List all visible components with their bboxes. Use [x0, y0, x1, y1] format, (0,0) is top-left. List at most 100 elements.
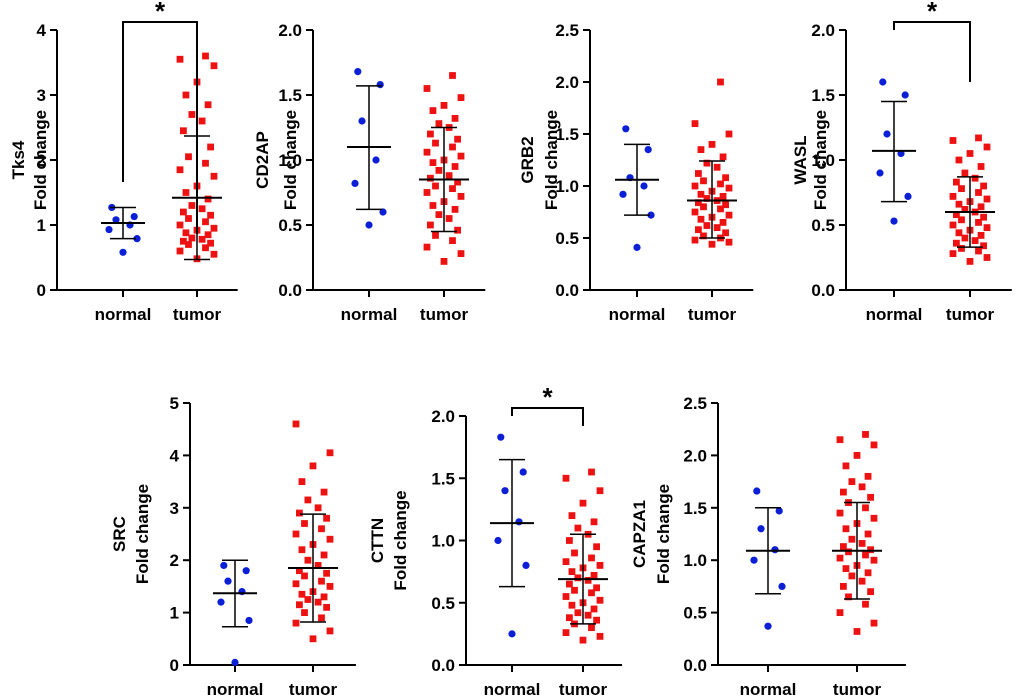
data-point-normal: [242, 567, 250, 575]
data-point-tumor: [566, 537, 573, 544]
y-tick-label: 1.0: [278, 151, 302, 170]
panel-wasl: 0.0 0.5 1.0 1.5 2.0 normal tumor WASL Fold chang…: [791, 0, 1012, 324]
data-point-tumor: [722, 174, 729, 182]
data-point-tumor: [958, 185, 965, 192]
data-point-tumor: [949, 137, 957, 144]
data-point-tumor: [571, 586, 578, 594]
data-point-normal: [522, 561, 530, 570]
data-point-tumor: [318, 614, 325, 622]
data-point-normal: [220, 561, 228, 570]
data-point-tumor: [176, 166, 184, 174]
y-label-gene: Tks4: [9, 140, 28, 179]
data-point-tumor: [451, 163, 459, 170]
data-point-tumor: [977, 203, 985, 211]
data-point-tumor: [983, 143, 991, 151]
data-point-normal: [119, 248, 127, 256]
y-tick-label: 1.0: [555, 177, 579, 196]
data-point-tumor: [983, 254, 991, 261]
data-point-tumor: [697, 146, 705, 153]
data-point-tumor: [298, 590, 306, 598]
y-tick-label: 4: [170, 446, 180, 465]
data-point-tumor: [562, 474, 570, 482]
y-tick-label: 2.0: [431, 407, 455, 426]
data-point-tumor: [292, 420, 300, 428]
data-point-tumor: [202, 218, 209, 226]
data-point-tumor: [975, 219, 982, 226]
data-point-normal: [130, 212, 138, 221]
data-point-tumor: [320, 593, 328, 601]
data-point-tumor: [977, 163, 985, 170]
data-point-tumor: [432, 182, 439, 190]
x-category-label: normal: [207, 680, 264, 699]
data-point-tumor: [296, 509, 303, 517]
y-tick-label: 0.0: [278, 281, 302, 300]
y-label-gene: CD2AP: [253, 131, 272, 189]
data-point-normal: [508, 630, 516, 638]
data-point-tumor: [180, 208, 187, 216]
data-point-tumor: [697, 190, 705, 198]
y-tick-label: 2: [37, 151, 46, 170]
data-point-tumor: [176, 247, 184, 255]
data-point-normal: [753, 487, 761, 495]
data-point-tumor: [566, 614, 573, 622]
y-tick-label: 4: [37, 21, 47, 40]
data-point-tumor: [949, 250, 957, 257]
data-point-tumor: [176, 55, 184, 63]
data-point-tumor: [725, 130, 733, 138]
y-tick-label: 0.5: [278, 216, 302, 235]
y-tick-label: 3: [170, 499, 179, 518]
data-point-normal: [883, 130, 891, 138]
data-point-tumor: [588, 589, 595, 597]
data-point-tumor: [326, 627, 334, 635]
data-point-tumor: [955, 200, 963, 208]
panel-grb2: 0.0 0.5 1.0 1.5 2.0 2.5 normal tumor GRB2 Fold ch…: [518, 21, 754, 324]
data-point-tumor: [717, 205, 724, 213]
data-point-normal: [515, 518, 523, 526]
y-label-gene: CTTN: [368, 518, 387, 563]
data-point-tumor: [953, 178, 960, 186]
data-point-tumor: [182, 91, 190, 99]
data-point-tumor: [719, 219, 727, 226]
data-point-normal: [351, 179, 359, 187]
data-point-tumor: [304, 596, 312, 603]
data-point-tumor: [980, 242, 987, 250]
x-category-label: tumor: [173, 305, 222, 324]
data-point-tumor: [210, 250, 218, 258]
data-point-tumor: [862, 600, 869, 608]
data-point-tumor: [864, 569, 872, 577]
data-point-normal: [519, 468, 527, 476]
y-tick-label: 0.0: [431, 656, 455, 675]
data-point-tumor: [848, 572, 856, 580]
y-label-fold-change: Fold change: [654, 484, 673, 584]
data-point-tumor: [320, 488, 328, 496]
data-point-tumor: [451, 115, 459, 122]
data-point-tumor: [451, 206, 459, 213]
data-point-tumor: [858, 540, 866, 547]
data-point-tumor: [864, 530, 872, 538]
data-point-tumor: [691, 208, 699, 216]
y-label-gene: GRB2: [518, 136, 537, 183]
data-point-tumor: [842, 462, 850, 470]
data-point-normal: [764, 622, 772, 630]
data-point-tumor: [845, 593, 852, 601]
data-point-tumor: [980, 182, 987, 190]
data-point-tumor: [449, 143, 456, 151]
data-point-tumor: [292, 619, 300, 627]
x-category-label: tumor: [833, 680, 882, 699]
data-point-tumor: [840, 543, 847, 550]
data-point-tumor: [867, 493, 874, 501]
data-point-normal: [644, 146, 652, 154]
x-category-label: normal: [484, 680, 541, 699]
data-point-tumor: [423, 243, 431, 251]
data-point-tumor: [961, 234, 969, 242]
data-point-tumor: [566, 580, 573, 588]
y-tick-label: 0.5: [811, 216, 835, 235]
data-point-tumor: [429, 202, 437, 209]
data-point-normal: [633, 243, 641, 251]
data-point-tumor: [725, 238, 733, 246]
data-point-tumor: [198, 117, 206, 125]
data-point-tumor: [427, 130, 434, 138]
data-point-tumor: [202, 52, 209, 60]
significance-bracket: [122, 21, 198, 234]
data-point-tumor: [708, 240, 716, 248]
